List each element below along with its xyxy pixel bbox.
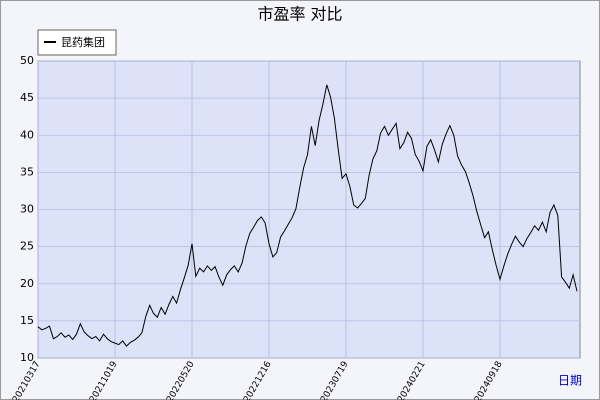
x-axis-label: 日期 (558, 374, 582, 388)
line-series (37, 84, 578, 347)
y-tick-label: 10 (20, 351, 34, 364)
y-tick-label: 40 (20, 128, 34, 141)
y-tick-label: 15 (20, 314, 34, 327)
y-tick-label: 35 (20, 165, 34, 178)
y-tick-label: 30 (20, 203, 34, 216)
legend-label: 昆药集团 (61, 35, 105, 49)
chart-title: 市盈率 对比 (257, 5, 342, 24)
y-tick-label: 20 (20, 277, 34, 290)
y-tick-label: 25 (20, 240, 34, 253)
y-tick-label: 50 (20, 54, 34, 67)
y-tick-label: 45 (20, 91, 34, 104)
